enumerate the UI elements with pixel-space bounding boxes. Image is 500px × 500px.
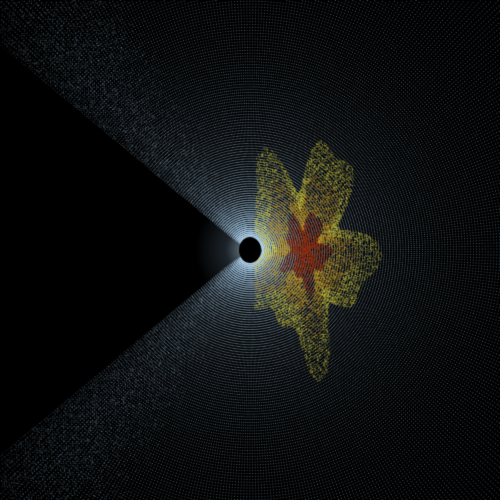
particle-mesh-canvas	[0, 0, 500, 500]
scene-render	[0, 0, 500, 500]
